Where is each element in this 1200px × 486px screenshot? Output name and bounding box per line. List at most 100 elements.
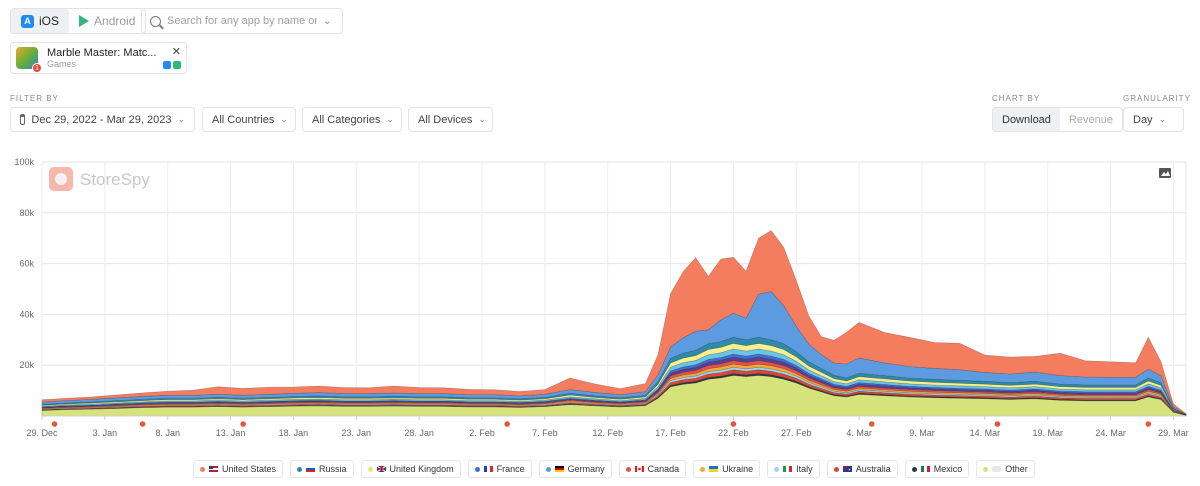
legend-label: Mexico xyxy=(933,464,963,474)
flag-icon-fr xyxy=(483,466,493,472)
chart-by-label: CHART BY xyxy=(992,94,1041,103)
legend-color-dot xyxy=(833,466,839,472)
legend-color-dot xyxy=(545,466,551,472)
chart-by-toggle: Download Revenue xyxy=(992,107,1123,132)
flag-icon-au xyxy=(842,466,852,472)
legend-color-dot xyxy=(367,466,373,472)
legend-label: Russia xyxy=(319,464,347,474)
legend-label: Germany xyxy=(567,464,605,474)
y-tick-label: 80k xyxy=(19,208,34,218)
chevron-down-icon: ⌄ xyxy=(1158,114,1167,124)
chevron-down-icon: ⌄ xyxy=(177,114,185,124)
calendar-icon xyxy=(20,114,26,125)
event-marker xyxy=(730,421,737,427)
area-series-united-states xyxy=(41,230,1187,415)
app-name: Marble Master: Matc... xyxy=(47,47,157,59)
legend-color-dot xyxy=(200,466,205,472)
legend-item-italy[interactable]: Italy xyxy=(767,460,820,478)
granularity-value: Day xyxy=(1133,113,1153,126)
selected-app-card[interactable]: 1 Marble Master: Matc... Games ✕ xyxy=(10,42,187,74)
x-tick-label: 24. Mar xyxy=(1095,428,1126,438)
storespy-logo-dot xyxy=(55,173,67,185)
x-tick-label: 8. Jan xyxy=(155,428,180,438)
area-series-mexico xyxy=(41,373,1187,416)
legend-color-dot xyxy=(625,466,631,472)
event-marker xyxy=(139,421,146,427)
legend-color-dot xyxy=(297,466,303,472)
legend-item-united-kingdom[interactable]: United Kingdom xyxy=(360,460,461,478)
x-tick-label: 2. Feb xyxy=(469,428,495,438)
chevron-down-icon: ⌄ xyxy=(386,114,395,124)
chevron-down-icon[interactable]: ⌄ xyxy=(323,15,332,27)
app-icon: 1 xyxy=(16,47,42,73)
x-tick-label: 29. Dec xyxy=(26,428,58,438)
google-play-icon xyxy=(79,15,90,27)
legend-label: Canada xyxy=(647,464,680,474)
app-search: ⌄ xyxy=(141,8,343,34)
export-image-icon[interactable] xyxy=(1159,168,1171,178)
legend-item-russia[interactable]: Russia xyxy=(290,460,354,478)
x-tick-label: 3. Jan xyxy=(93,428,118,438)
event-marker xyxy=(994,421,1001,427)
granularity-dropdown[interactable]: Day ⌄ xyxy=(1123,107,1184,132)
legend-color-dot xyxy=(983,466,989,472)
legend-item-australia[interactable]: Australia xyxy=(826,460,898,478)
downloads-chart: 20k 40k 60k 80k 100k 29. Dec 3. Jan 8. Jan 13. J… xyxy=(14,157,1189,438)
event-marker xyxy=(240,421,246,427)
flag-icon-gb xyxy=(376,466,386,472)
flag-icon-de xyxy=(554,466,564,472)
legend-item-mexico[interactable]: Mexico xyxy=(904,460,970,478)
x-tick-label: 22. Feb xyxy=(718,428,749,438)
chevron-down-icon: ⌄ xyxy=(280,114,288,124)
devices-dropdown[interactable]: All Devices ⌄ xyxy=(408,107,493,132)
x-tick-label: 7. Feb xyxy=(532,428,558,438)
legend-label: Ukraine xyxy=(722,464,754,474)
app-store-mini-icon xyxy=(163,61,171,69)
flag-icon-none xyxy=(992,466,1002,472)
search-input[interactable] xyxy=(167,15,317,27)
legend-item-other[interactable]: Other xyxy=(976,460,1035,478)
close-icon[interactable]: ✕ xyxy=(171,46,181,58)
android-tab[interactable]: Android xyxy=(69,9,145,33)
categories-value: All Categories xyxy=(312,113,381,126)
x-tick-label: 28. Jan xyxy=(404,428,434,438)
legend-label: Other xyxy=(1005,464,1028,474)
legend-item-germany[interactable]: Germany xyxy=(538,460,612,478)
date-range-picker[interactable]: Dec 29, 2022 - Mar 29, 2023 ⌄ xyxy=(10,107,195,132)
x-tick-label: 13. Jan xyxy=(216,428,246,438)
date-range-value: Dec 29, 2022 - Mar 29, 2023 xyxy=(31,113,172,126)
x-tick-label: 17. Feb xyxy=(655,428,686,438)
chevron-down-icon: ⌄ xyxy=(478,114,486,124)
legend-label: United Kingdom xyxy=(389,464,454,474)
flag-icon-mx xyxy=(920,466,930,472)
platform-switch: A iOS Android xyxy=(10,8,147,34)
area-series-france xyxy=(41,353,1187,416)
ios-tab[interactable]: A iOS xyxy=(11,9,70,33)
countries-dropdown[interactable]: All Countries ⌄ xyxy=(202,107,296,132)
y-tick-label: 60k xyxy=(19,259,34,269)
android-tab-label: Android xyxy=(94,14,136,28)
legend-color-dot xyxy=(474,466,480,472)
y-tick-label: 20k xyxy=(19,360,34,370)
legend-item-france[interactable]: France xyxy=(467,460,532,478)
devices-value: All Devices xyxy=(418,113,473,126)
revenue-toggle[interactable]: Revenue xyxy=(1068,113,1113,126)
legend-label: France xyxy=(496,464,525,474)
legend-item-ukraine[interactable]: Ukraine xyxy=(693,460,761,478)
x-tick-label: 12. Feb xyxy=(592,428,623,438)
legend-item-united-states[interactable]: United States xyxy=(193,460,284,478)
legend-color-dot xyxy=(911,466,917,472)
download-toggle[interactable]: Download xyxy=(993,108,1060,131)
legend-item-canada[interactable]: Canada xyxy=(618,460,687,478)
flag-icon-ua xyxy=(709,466,719,472)
x-tick-label: 4. Mar xyxy=(846,428,872,438)
chart-legend: United States Russia United Kingdom France G… xyxy=(193,460,1035,478)
y-tick-label: 40k xyxy=(19,309,34,319)
watermark-text: StoreSpy xyxy=(80,170,150,189)
ios-tab-label: iOS xyxy=(39,14,60,28)
x-tick-label: 29. Mar xyxy=(1158,428,1189,438)
categories-dropdown[interactable]: All Categories ⌄ xyxy=(302,107,402,132)
filter-by-label: FILTER BY xyxy=(10,94,59,103)
storespy-watermark: StoreSpy xyxy=(49,167,150,191)
event-marker xyxy=(504,421,510,427)
